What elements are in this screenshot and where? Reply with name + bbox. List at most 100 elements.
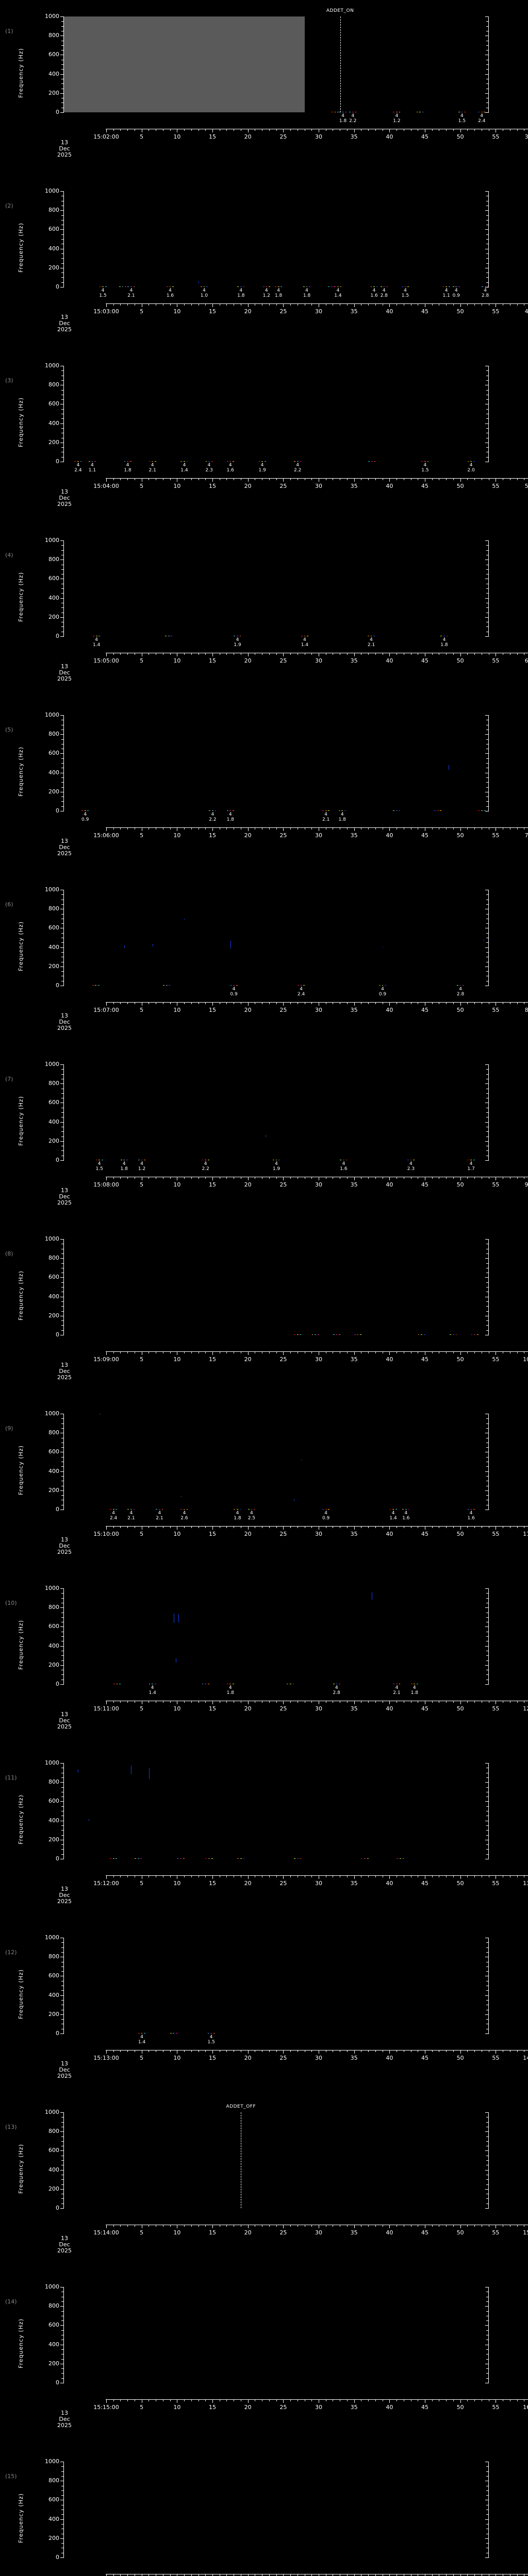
y-tick-minor xyxy=(61,1854,64,1855)
x-tick-minor xyxy=(311,1351,312,1353)
x-tick-major xyxy=(212,2225,213,2228)
y-tick-minor xyxy=(61,2373,64,2374)
plot-area[interactable] xyxy=(64,366,489,462)
x-tick-label: 55 xyxy=(492,1880,500,1887)
plot-area[interactable] xyxy=(64,1588,489,1684)
y-tick-label: 800 xyxy=(48,2302,59,2310)
x-tick-minor xyxy=(170,478,171,480)
detection-value-label: 2.1 xyxy=(148,468,156,473)
detection-count-label: 4 xyxy=(232,987,236,992)
detection-mark xyxy=(186,1509,188,1510)
y-tick-right-major xyxy=(485,540,489,541)
y-tick-right-minor xyxy=(486,399,489,400)
panel-number: (7) xyxy=(5,1076,13,1082)
x-tick-major xyxy=(106,827,107,831)
detection-count-label: 4 xyxy=(183,1511,186,1516)
x-tick-minor xyxy=(446,1526,447,1528)
y-tick-label: 1000 xyxy=(45,1410,59,1417)
plot-area[interactable] xyxy=(64,2462,489,2557)
y-tick-right-minor xyxy=(486,1074,489,1075)
x-tick-minor xyxy=(184,653,185,655)
detection-mark xyxy=(130,286,132,287)
detection-mark xyxy=(186,461,188,462)
x-tick-label: 30 xyxy=(315,2404,322,2411)
x-tick-minor xyxy=(113,1526,114,1528)
y-tick-label: 400 xyxy=(48,2341,59,2348)
plot-area[interactable] xyxy=(64,715,489,811)
y-tick-label: 0 xyxy=(56,1506,59,1513)
x-tick-major xyxy=(283,827,284,831)
x-tick-minor xyxy=(120,1351,121,1353)
plot-area[interactable] xyxy=(64,191,489,287)
y-tick-label: 800 xyxy=(48,1604,59,1611)
x-tick-label: 15 xyxy=(209,308,216,315)
x-tick-minor xyxy=(269,1002,270,1004)
x-tick-label: 15:15:00 xyxy=(93,2404,119,2411)
detection-value-label: 1.4 xyxy=(334,293,342,298)
y-tick-major xyxy=(60,74,64,75)
x-tick-minor xyxy=(432,1002,433,1004)
plot-area[interactable] xyxy=(64,2287,489,2383)
detection-mark xyxy=(159,1509,160,1510)
plot-area[interactable] xyxy=(64,1064,489,1160)
spectrogram-panel: (11) Frequency (Hz) 1000 800 600 400 200 0 15:12… xyxy=(0,1760,528,1921)
detection-value-label: 1.5 xyxy=(458,118,466,124)
event-marker-label: ADDET_OFF xyxy=(226,2104,256,2109)
y-tick-label: 800 xyxy=(48,2128,59,2135)
y-tick-right-minor xyxy=(486,904,489,905)
plot-area[interactable] xyxy=(64,540,489,636)
x-tick-minor xyxy=(148,1526,150,1528)
detection-value-label: 2.4 xyxy=(109,1516,118,1521)
plot-area[interactable] xyxy=(64,16,489,112)
detection-count-label: 4 xyxy=(140,1161,143,1166)
detection-mark xyxy=(208,1858,210,1859)
x-tick-major xyxy=(389,827,390,831)
x-tick-major xyxy=(248,2050,249,2054)
plot-area[interactable] xyxy=(64,1938,489,2033)
detection-mark xyxy=(258,461,260,462)
detection-mark xyxy=(328,1509,330,1510)
x-tick-minor xyxy=(517,303,518,306)
detection-mark xyxy=(300,1334,302,1335)
y-tick-minor xyxy=(61,1617,64,1618)
y-tick-label: 800 xyxy=(48,207,59,214)
y-axis-label: Frequency (Hz) xyxy=(18,2318,24,2368)
x-tick-minor xyxy=(432,827,433,829)
x-tick-major xyxy=(354,1526,355,1530)
y-tick-label: 0 xyxy=(56,2205,59,2211)
detection-mark xyxy=(379,985,381,986)
x-tick-major xyxy=(248,129,249,132)
detection-value-label: 1.6 xyxy=(370,293,378,298)
y-tick-right-minor xyxy=(486,1952,489,1953)
x-tick-major xyxy=(460,303,461,307)
x-tick-minor xyxy=(517,478,518,480)
x-tick-label: 11:00 xyxy=(523,1531,528,1537)
y-tick-right-major xyxy=(485,1684,489,1685)
y-axis-label: Frequency (Hz) xyxy=(18,1620,24,1670)
y-tick-label: 400 xyxy=(48,1118,59,1125)
plot-area[interactable] xyxy=(64,1414,489,1510)
detection-mark xyxy=(452,286,454,287)
y-tick-right-minor xyxy=(486,1423,489,1424)
plot-area[interactable] xyxy=(64,1239,489,1335)
detection-mark xyxy=(303,286,305,287)
y-tick-minor xyxy=(61,2122,64,2123)
x-tick-major xyxy=(460,1526,461,1530)
plot-area[interactable] xyxy=(64,1763,489,1859)
x-tick-major xyxy=(212,303,213,307)
detection-mark xyxy=(325,810,327,811)
plot-area[interactable] xyxy=(64,890,489,986)
x-tick-minor xyxy=(127,653,128,655)
x-tick-minor xyxy=(148,1351,150,1353)
x-tick-major xyxy=(283,2399,284,2403)
x-tick-minor xyxy=(474,1351,475,1353)
x-axis: 15:14:0051015202530354045505515:00 xyxy=(42,2225,528,2245)
y-tick-major xyxy=(60,210,64,211)
x-tick-major xyxy=(106,2225,107,2228)
x-tick-minor xyxy=(311,1875,312,1877)
y-tick-label: 600 xyxy=(48,750,59,757)
y-tick-label: 400 xyxy=(48,1991,59,1998)
x-axis-date: 2025 xyxy=(57,2247,72,2254)
plot-area[interactable] xyxy=(64,2112,489,2208)
x-tick-minor xyxy=(446,303,447,306)
